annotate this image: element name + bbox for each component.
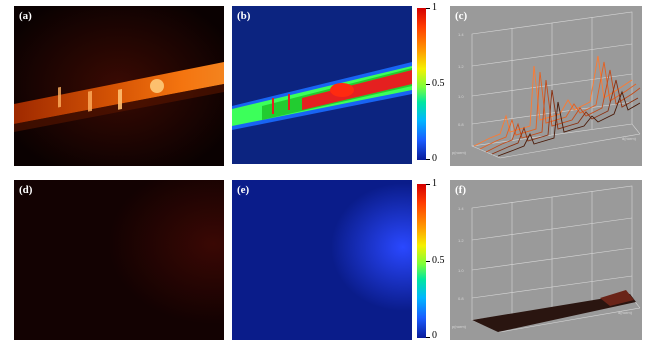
panel-a-image bbox=[14, 6, 224, 166]
colorbar-top-tick-min bbox=[426, 159, 430, 160]
colorbar-bottom-mid-label: 0.5 bbox=[432, 255, 445, 266]
panel-e-label: (e) bbox=[237, 184, 250, 196]
panel-d-label: (d) bbox=[19, 184, 33, 196]
svg-text:1.4: 1.4 bbox=[458, 32, 464, 37]
panel-f-label: (f) bbox=[455, 184, 466, 196]
svg-text:1.0: 1.0 bbox=[458, 94, 464, 99]
panel-b: (b) bbox=[232, 6, 412, 164]
colorbar-bottom-min-label: 0 bbox=[432, 330, 437, 341]
panel-c-label: (c) bbox=[455, 10, 468, 22]
panel-e-image bbox=[232, 180, 412, 340]
svg-text:1.2: 1.2 bbox=[458, 64, 464, 69]
panel-a-label: (a) bbox=[19, 10, 32, 22]
panel-b-image bbox=[232, 6, 412, 164]
svg-text:d(norm): d(norm) bbox=[618, 310, 633, 315]
colorbar-bottom-tick-min bbox=[426, 337, 430, 338]
colorbar-bottom bbox=[417, 184, 426, 338]
svg-text:p(norm): p(norm) bbox=[452, 150, 467, 155]
colorbar-top bbox=[417, 8, 426, 160]
panel-a: (a) bbox=[14, 6, 224, 166]
svg-text:1.2: 1.2 bbox=[458, 238, 464, 243]
colorbar-top-tick-max bbox=[426, 8, 430, 9]
svg-text:d(norm): d(norm) bbox=[622, 136, 637, 141]
svg-text:1.0: 1.0 bbox=[458, 268, 464, 273]
panel-d-image bbox=[14, 180, 224, 340]
colorbar-bottom-max-label: 1 bbox=[432, 178, 437, 189]
panel-e: (e) bbox=[232, 180, 412, 340]
panel-c-plot: 1.4 1.2 1.0 0.8 p(norm) d(norm) bbox=[452, 11, 641, 159]
colorbar-top-min-label: 0 bbox=[432, 153, 437, 164]
colorbar-bottom-tick-mid bbox=[426, 261, 430, 262]
svg-text:p(norm): p(norm) bbox=[452, 324, 467, 329]
panel-f: 1.4 1.2 1.0 0.8 p(norm) d(norm) (f) bbox=[450, 180, 642, 340]
panel-f-plot: 1.4 1.2 1.0 0.8 p(norm) d(norm) bbox=[452, 185, 641, 333]
svg-text:0.8: 0.8 bbox=[458, 122, 464, 127]
svg-text:0.8: 0.8 bbox=[458, 296, 464, 301]
panel-c: 1.4 1.2 1.0 0.8 p(norm) d(norm) (c) bbox=[450, 6, 642, 166]
colorbar-top-mid-label: 0.5 bbox=[432, 78, 445, 89]
colorbar-top-max-label: 1 bbox=[432, 2, 437, 13]
panel-d: (d) bbox=[14, 180, 224, 340]
svg-text:1.4: 1.4 bbox=[458, 206, 464, 211]
panel-b-label: (b) bbox=[237, 10, 251, 22]
colorbar-top-tick-mid bbox=[426, 84, 430, 85]
colorbar-bottom-tick-max bbox=[426, 184, 430, 185]
